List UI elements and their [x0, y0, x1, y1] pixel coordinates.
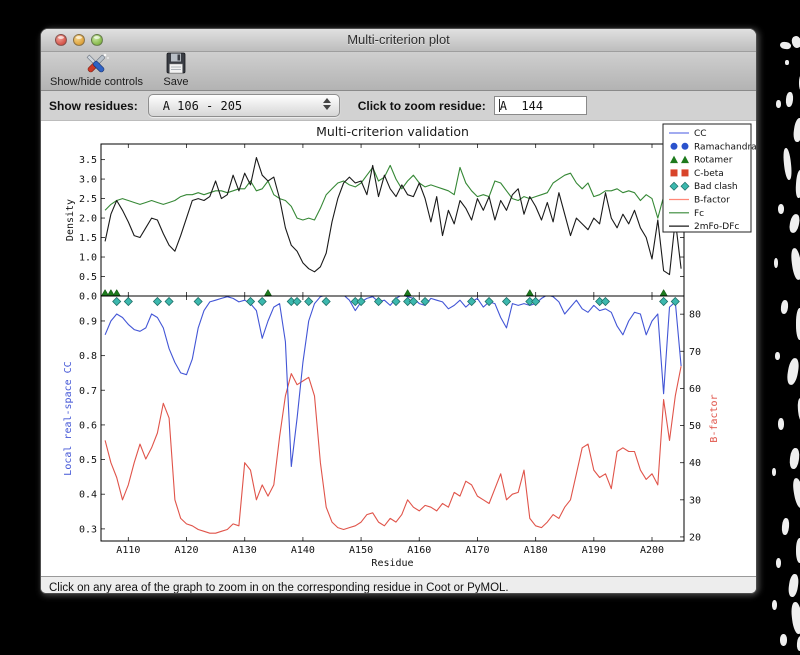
svg-text:0.6: 0.6 — [79, 420, 97, 431]
save-label: Save — [163, 76, 189, 88]
svg-text:Multi-criterion validation: Multi-criterion validation — [316, 124, 469, 139]
window-title: Multi-criterion plot — [347, 32, 450, 47]
show-residues-value: A 106 - 205 — [162, 98, 243, 113]
svg-text:Fc: Fc — [694, 209, 704, 219]
svg-text:A190: A190 — [582, 545, 606, 556]
svg-text:80: 80 — [689, 310, 701, 321]
svg-text:0.9: 0.9 — [79, 316, 97, 327]
svg-text:Ramachandran: Ramachandran — [694, 142, 757, 152]
svg-text:0.3: 0.3 — [79, 524, 97, 535]
svg-text:3.0: 3.0 — [79, 175, 97, 186]
minimize-button[interactable] — [73, 34, 85, 46]
status-text: Click on any area of the graph to zoom i… — [49, 581, 509, 594]
svg-text:0.5: 0.5 — [79, 455, 97, 466]
svg-text:0.0: 0.0 — [79, 292, 97, 303]
svg-text:B-factor: B-factor — [709, 394, 720, 442]
svg-text:70: 70 — [689, 347, 701, 358]
save-button[interactable]: Save — [160, 51, 192, 90]
svg-text:2mFo-DFc: 2mFo-DFc — [694, 222, 739, 232]
zoom-residue-label: Click to zoom residue: — [357, 98, 486, 113]
svg-text:2.5: 2.5 — [79, 194, 97, 205]
status-bar: Click on any area of the graph to zoom i… — [41, 576, 756, 594]
svg-text:30: 30 — [689, 495, 701, 506]
stepper-icon — [322, 98, 331, 110]
svg-text:Local real-space CC: Local real-space CC — [63, 361, 74, 475]
svg-text:A120: A120 — [174, 545, 198, 556]
svg-text:A130: A130 — [233, 545, 257, 556]
multi-criterion-figure[interactable]: Multi-criterion validation 0.0 0.5 1.0 1.5 2.… — [41, 121, 757, 576]
svg-text:A170: A170 — [465, 545, 489, 556]
svg-text:Density: Density — [65, 199, 76, 241]
svg-text:A200: A200 — [640, 545, 664, 556]
svg-text:A110: A110 — [116, 545, 140, 556]
svg-text:0.5: 0.5 — [79, 272, 97, 283]
zoom-residue-input[interactable] — [493, 96, 587, 115]
svg-text:40: 40 — [689, 458, 701, 469]
title-bar[interactable]: Multi-criterion plot — [41, 29, 756, 52]
svg-text:0.7: 0.7 — [79, 386, 97, 397]
controls-row: Show residues: A 106 - 205 Click to zoom… — [41, 91, 756, 121]
zoom-residue-input-wrap — [493, 96, 587, 115]
svg-text:A180: A180 — [524, 545, 548, 556]
multi-criterion-plot-window: Multi-criterion plot — [40, 28, 757, 594]
toolbar: Show/hide controls Save — [41, 52, 756, 91]
show-residues-label: Show residues: — [49, 98, 138, 113]
svg-text:0.4: 0.4 — [79, 490, 97, 501]
svg-text:2.0: 2.0 — [79, 214, 97, 225]
svg-text:Rotamer: Rotamer — [694, 156, 733, 166]
svg-text:Bad clash: Bad clash — [694, 182, 738, 192]
validation-plot[interactable]: Multi-criterion validation 0.0 0.5 1.0 1.5 2.… — [41, 121, 756, 576]
show-residues-select[interactable]: A 106 - 205 — [147, 94, 340, 117]
svg-text:1.5: 1.5 — [79, 233, 97, 244]
svg-text:20: 20 — [689, 532, 701, 543]
svg-text:3.5: 3.5 — [79, 155, 97, 166]
svg-text:50: 50 — [689, 421, 701, 432]
film-artifacts — [754, 0, 800, 655]
svg-text:0.8: 0.8 — [79, 351, 97, 362]
svg-text:A160: A160 — [407, 545, 431, 556]
svg-text:C-beta: C-beta — [694, 169, 724, 179]
text-caret — [498, 99, 500, 112]
svg-text:B-factor: B-factor — [694, 196, 730, 206]
close-button[interactable] — [55, 34, 67, 46]
show-hide-controls-button[interactable]: Show/hide controls — [47, 51, 146, 90]
save-icon — [163, 52, 189, 76]
tools-icon — [81, 52, 111, 76]
svg-text:1.0: 1.0 — [79, 253, 97, 264]
show-hide-controls-label: Show/hide controls — [50, 76, 143, 88]
svg-text:A140: A140 — [291, 545, 315, 556]
svg-text:CC: CC — [694, 129, 707, 139]
svg-text:A150: A150 — [349, 545, 373, 556]
zoom-button[interactable] — [91, 34, 103, 46]
svg-text:60: 60 — [689, 384, 701, 395]
svg-text:Residue: Residue — [371, 558, 413, 569]
